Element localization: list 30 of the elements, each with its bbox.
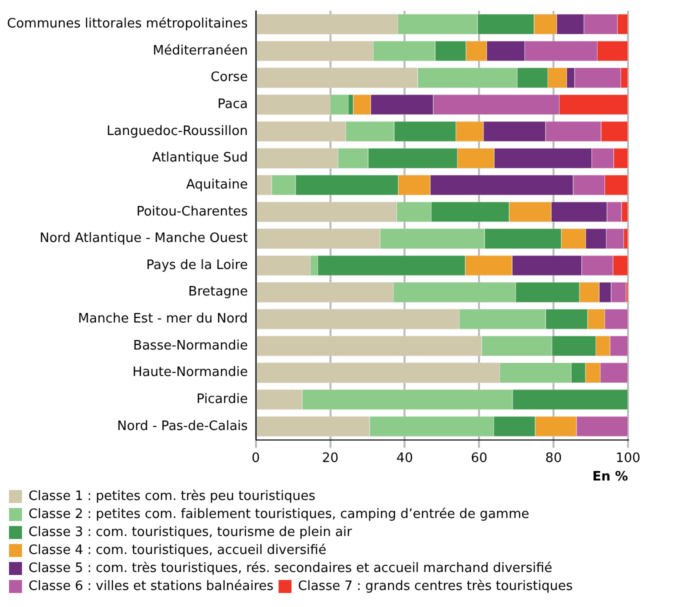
legend-label: Classe 1 : petites com. très peu touristiques — [28, 488, 316, 504]
x-tick-label: 100 — [616, 450, 640, 466]
x-tick-label: 20 — [322, 450, 339, 466]
y-tick-label: Nord Atlantique - Manche Ouest — [40, 231, 248, 246]
y-tick-label: Paca — [217, 97, 248, 112]
x-tick-label: 80 — [545, 450, 562, 466]
y-tick-label: Atlantique Sud — [152, 150, 248, 166]
y-tick-label: Pays de la Loire — [146, 258, 248, 273]
x-tick-label: 40 — [396, 450, 413, 466]
x-tick-label: 0 — [252, 450, 260, 466]
y-tick-label: Haute-Normandie — [132, 365, 248, 380]
y-tick-label: Picardie — [196, 392, 248, 407]
legend-label: Classe 7 : grands centres très touristiques — [298, 578, 573, 594]
legend-label: Classe 3 : com. touristiques, tourisme de plein air — [28, 524, 353, 540]
legend-label: Classe 6 : villes et stations balnéaires — [28, 578, 274, 594]
y-tick-label: Communes littorales métropolitaines — [6, 16, 248, 32]
y-tick-label: Aquitaine — [186, 177, 248, 192]
y-tick-label: Poitou-Charentes — [136, 204, 248, 220]
legend-label: Classe 2 : petites com. faiblement touristiques, camping d’entrée de gamme — [28, 506, 530, 522]
y-tick-label: Basse-Normandie — [133, 338, 248, 354]
y-tick-label: Languedoc-Roussillon — [106, 124, 248, 139]
y-tick-label: Méditerranéen — [152, 43, 248, 58]
y-tick-label: Corse — [210, 70, 248, 86]
x-tick-label: 60 — [470, 450, 488, 466]
y-tick-label: Nord - Pas-de-Calais — [117, 418, 248, 434]
x-axis-title: En % — [592, 470, 628, 485]
y-tick-label: Manche Est - mer du Nord — [78, 312, 248, 327]
legend-label: Classe 4 : com. touristiques, accueil diversifié — [28, 542, 326, 558]
legend-label: Classe 5 : com. très touristiques, rés. secondaires et accueil marchand diversifié — [28, 560, 552, 576]
y-tick-label: Bretagne — [188, 284, 248, 300]
